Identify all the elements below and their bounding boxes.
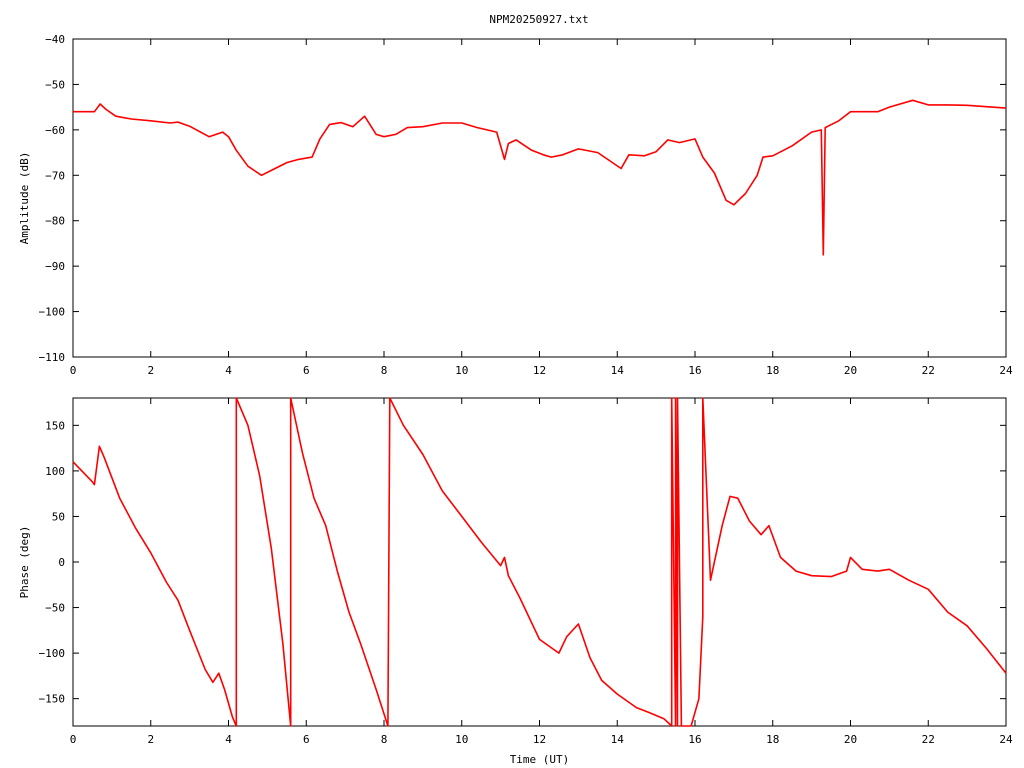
x-tick-label: 10: [455, 733, 468, 746]
y-tick-label: −80: [45, 215, 65, 228]
amplitude-panel: 0 2 4 6 8 10 12 14 16 18 20 22 24−40−50−60−70−80−90−…: [18, 33, 1013, 377]
x-tick-label: 2: [147, 733, 154, 746]
x-tick-label: 24: [999, 364, 1013, 377]
x-tick-label: 6: [303, 364, 310, 377]
plot-frame: [72, 38, 1007, 358]
x-tick-label: 22: [922, 364, 935, 377]
x-tick-label: 24: [999, 733, 1013, 746]
x-tick-label: 14: [611, 364, 625, 377]
x-tick-label: 22: [922, 733, 935, 746]
y-tick-label: −110: [39, 351, 66, 364]
y-tick-label: −60: [45, 124, 65, 137]
y-tick-label: −100: [39, 306, 66, 319]
x-tick-label: 12: [533, 733, 546, 746]
y-tick-label: −40: [45, 33, 65, 46]
x-tick-label: 16: [688, 733, 701, 746]
y-axis-label: Phase (deg): [18, 526, 31, 599]
y-tick-label: −150: [39, 693, 66, 706]
x-tick-label: 12: [533, 364, 546, 377]
x-tick-label: 20: [844, 733, 857, 746]
phase-panel: 0 2 4 6 8 10 12 14 16 18 20 22 24150100500−50−100−15…: [18, 397, 1013, 766]
x-axis-label: Time (UT): [510, 753, 570, 766]
x-tick-label: 4: [225, 733, 232, 746]
x-tick-label: 8: [381, 733, 388, 746]
chart-title: NPM20250927.txt: [489, 13, 588, 26]
y-tick-label: 50: [52, 510, 65, 523]
plot-frame: [72, 397, 1007, 727]
x-tick-label: 8: [381, 364, 388, 377]
y-axis-label: Amplitude (dB): [18, 152, 31, 245]
x-tick-label: 10: [455, 364, 468, 377]
y-tick-label: −90: [45, 260, 65, 273]
y-tick-label: −100: [39, 647, 66, 660]
x-tick-label: 20: [844, 364, 857, 377]
series-line: [72, 397, 1007, 727]
y-tick-label: 100: [45, 465, 65, 478]
x-tick-label: 2: [147, 364, 154, 377]
x-tick-label: 4: [225, 364, 232, 377]
x-tick-label: 0: [70, 733, 77, 746]
x-tick-label: 6: [303, 733, 310, 746]
series-line: [73, 99, 1007, 256]
x-tick-label: 18: [766, 364, 779, 377]
y-tick-label: −50: [45, 78, 65, 91]
x-tick-label: 18: [766, 733, 779, 746]
y-tick-label: −70: [45, 169, 65, 182]
y-tick-label: −50: [45, 602, 65, 615]
x-tick-label: 14: [611, 733, 625, 746]
x-tick-label: 16: [688, 364, 701, 377]
x-tick-label: 0: [70, 364, 77, 377]
y-tick-label: 0: [58, 556, 65, 569]
y-tick-label: 150: [45, 419, 65, 432]
